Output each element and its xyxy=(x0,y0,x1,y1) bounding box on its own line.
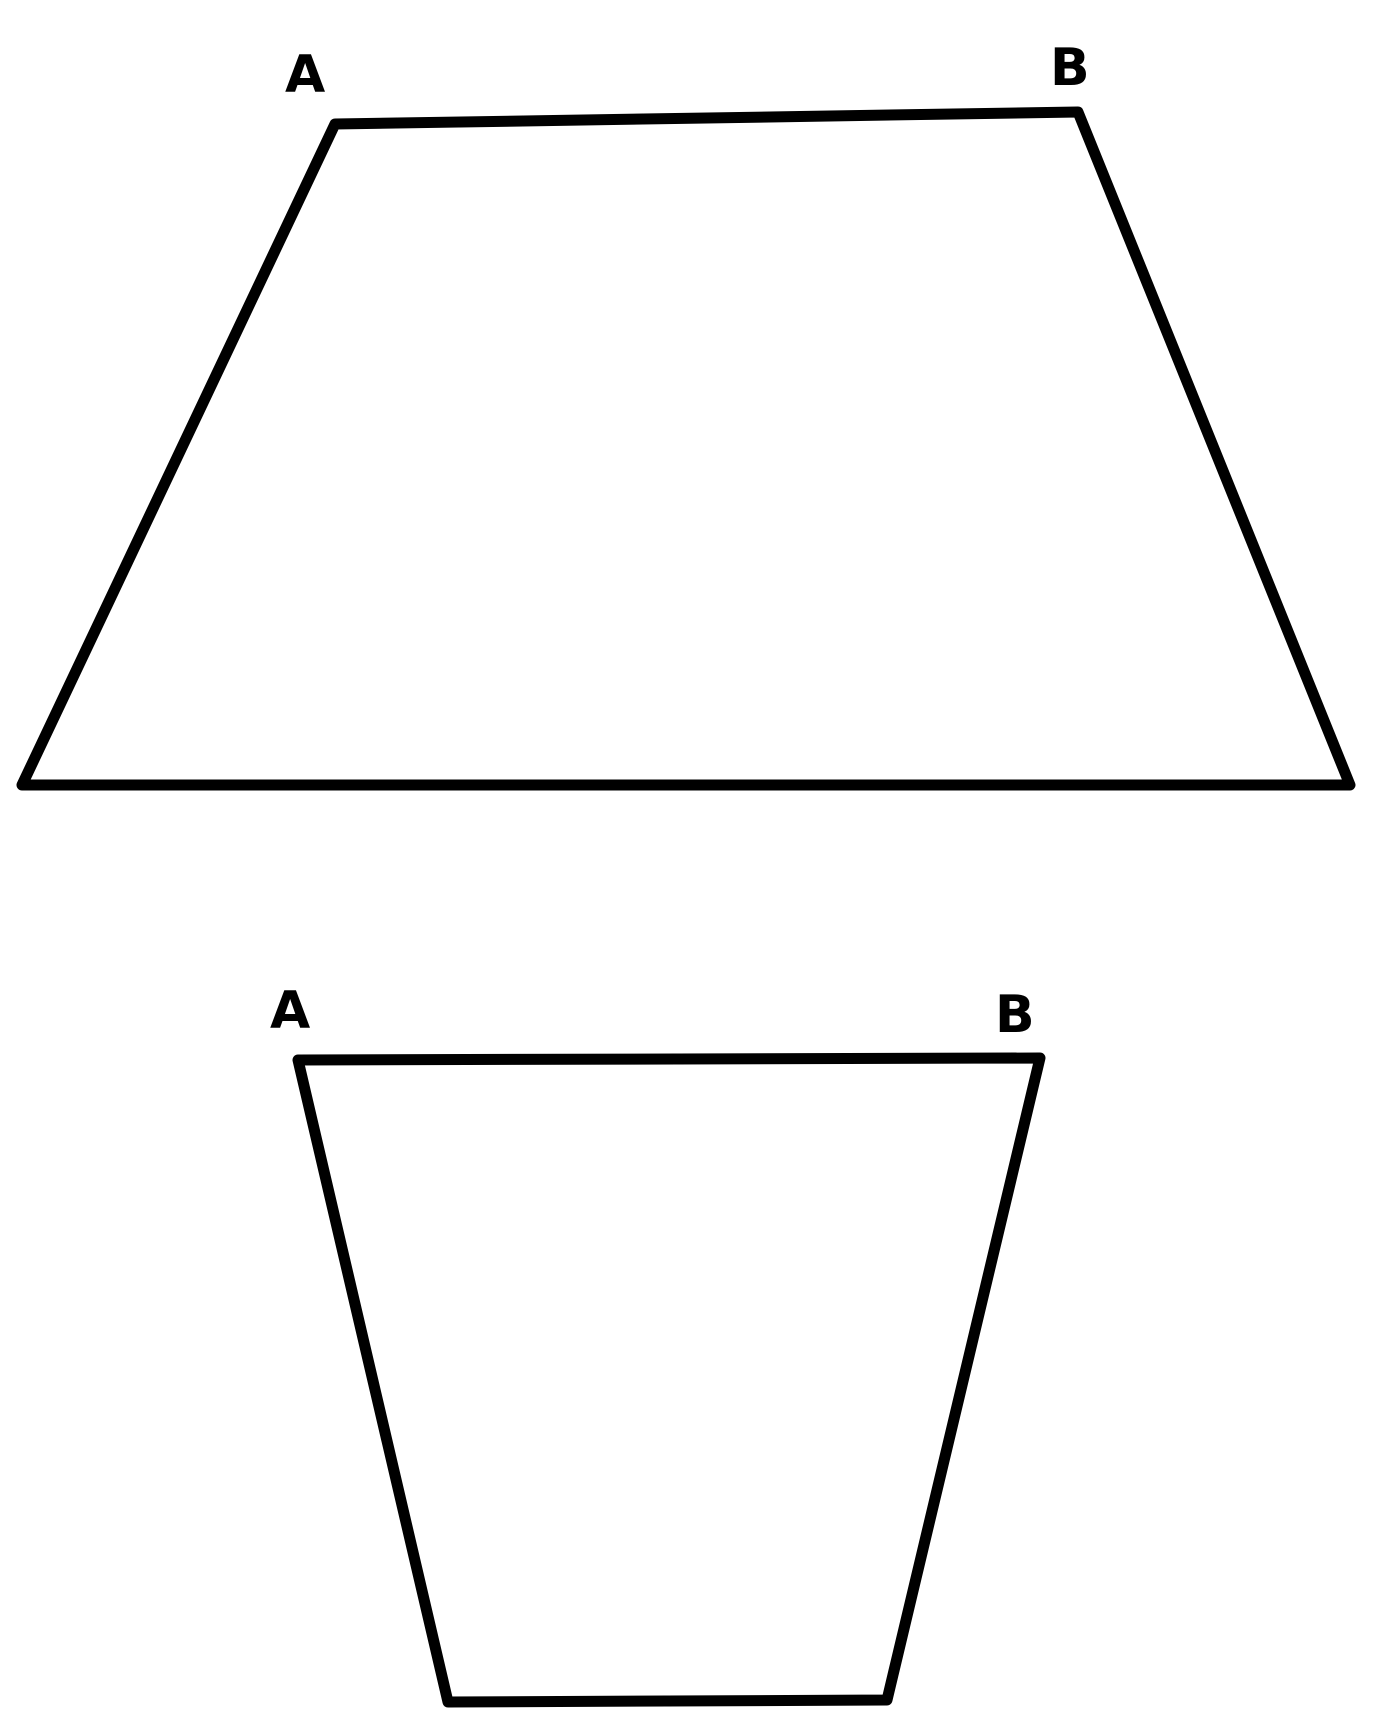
upper-label-b: B xyxy=(1050,38,1090,98)
lower-figure: A B xyxy=(270,981,1046,1708)
upper-trapezoid xyxy=(16,106,1356,791)
lower-trapezoid xyxy=(292,1052,1046,1708)
lower-label-a: A xyxy=(270,981,310,1041)
upper-label-a: A xyxy=(285,45,325,105)
lower-label-b: B xyxy=(995,985,1035,1045)
upper-figure: A B xyxy=(16,38,1356,791)
